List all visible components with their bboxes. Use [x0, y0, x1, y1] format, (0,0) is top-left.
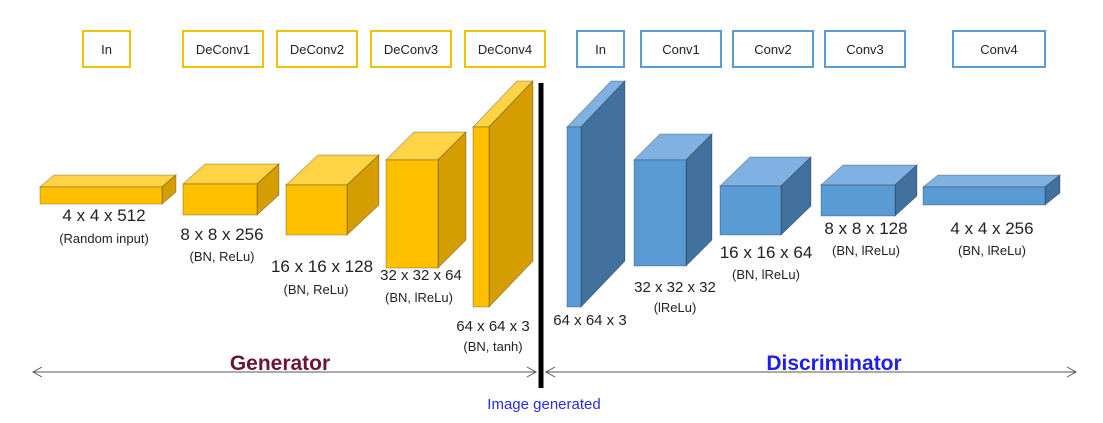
gen-layer-label-deconv1: DeConv1 — [182, 30, 264, 68]
gen-block-dims-deconv2: 16 x 16 x 128 — [270, 257, 374, 276]
gen-block-deconv1-front — [182, 183, 258, 216]
dis-block-note-conv3: (BN, lReLu) — [832, 243, 900, 258]
dis-layer-label-conv1: Conv1 — [640, 30, 722, 68]
dis-block-note-conv4: (BN, lReLu) — [958, 243, 1026, 258]
dis-block-conv1-front — [633, 159, 687, 267]
gen-block-note-deconv2: (BN, ReLu) — [283, 282, 349, 297]
dis-block-dims-conv4: 4 x 4 x 256 — [950, 219, 1034, 238]
dis-block-conv4-front — [922, 186, 1046, 206]
gen-block-dims-deconv4: 64 x 64 x 3 — [456, 318, 530, 335]
dis-block-note-conv1: (lReLu) — [653, 300, 697, 315]
dis-block-dims-conv2: 16 x 16 x 64 — [719, 243, 813, 262]
gen-block-deconv3-front — [385, 159, 439, 269]
gen-block-note-deconv1: (BN, ReLu) — [189, 249, 255, 264]
generator-span-arrow — [31, 366, 538, 378]
dis-block-dims-in: 64 x 64 x 3 — [553, 312, 627, 329]
discriminator-span-arrow — [544, 366, 1078, 378]
dis-layer-label-in: In — [576, 30, 625, 68]
gen-layer-label-deconv3: DeConv3 — [370, 30, 452, 68]
dis-block-conv4-top — [921, 174, 1062, 188]
dis-block-in-front — [566, 126, 582, 308]
gen-block-in-front — [39, 186, 163, 205]
gen-layer-label-in: In — [82, 30, 131, 68]
image-generated-caption: Image generated — [487, 396, 601, 413]
dis-block-dims-conv1: 32 x 32 x 32 — [634, 279, 716, 296]
gen-block-deconv2-front — [285, 184, 348, 236]
dis-block-note-conv2: (BN, lReLu) — [732, 267, 800, 282]
gen-block-in-top — [38, 174, 178, 188]
generator-title: Generator — [229, 352, 331, 375]
dis-block-dims-conv3: 8 x 8 x 128 — [824, 219, 908, 238]
gen-block-dims-deconv1: 8 x 8 x 256 — [180, 225, 264, 244]
dis-block-conv3-front — [820, 184, 896, 217]
gen-block-deconv4-front — [472, 126, 490, 308]
dis-block-conv2-front — [719, 185, 782, 236]
gen-block-dims-deconv3: 32 x 32 x 64 — [380, 267, 462, 284]
gen-layer-label-deconv4: DeConv4 — [464, 30, 546, 68]
gen-block-note-in: (Random input) — [59, 231, 149, 246]
gen-block-dims-in: 4 x 4 x 512 — [62, 206, 146, 225]
dis-layer-label-conv2: Conv2 — [732, 30, 814, 68]
dis-layer-label-conv3: Conv3 — [824, 30, 906, 68]
gen-block-note-deconv4: (BN, tanh) — [463, 339, 523, 354]
discriminator-title: Discriminator — [766, 352, 902, 375]
dis-layer-label-conv4: Conv4 — [952, 30, 1046, 68]
gen-layer-label-deconv2: DeConv2 — [276, 30, 358, 68]
gen-block-note-deconv3: (BN, lReLu) — [385, 290, 453, 305]
